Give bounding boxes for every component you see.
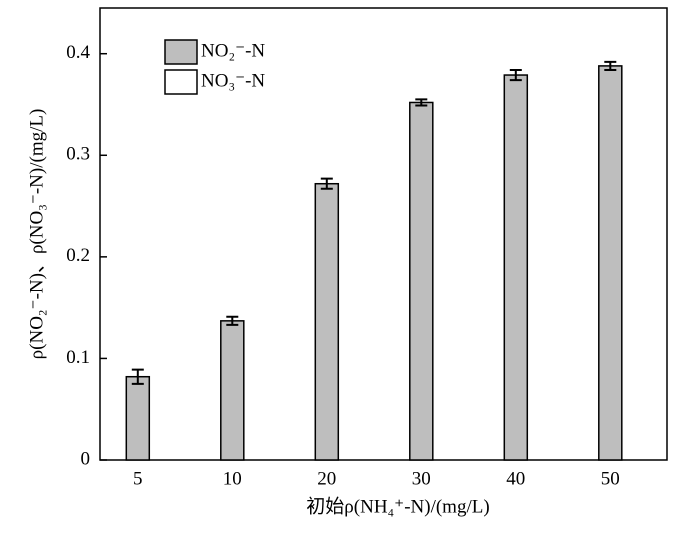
error-bar xyxy=(226,315,239,326)
x-tick-label: 30 xyxy=(412,468,431,489)
x-tick-label: 50 xyxy=(601,468,620,489)
x-tick-label: 40 xyxy=(506,468,525,489)
y-tick-label: 0.3 xyxy=(66,144,90,165)
y-axis-label: ρ(NO₂⁻-N)、ρ(NO₃⁻-N)/(mg/L) xyxy=(26,109,47,360)
legend-label: NO₂⁻-N xyxy=(201,40,265,61)
bar xyxy=(220,320,245,461)
plot-frame xyxy=(99,7,668,461)
legend-label: NO₃⁻-N xyxy=(201,70,265,91)
bar xyxy=(125,375,151,461)
legend-swatch xyxy=(164,69,198,95)
error-bar xyxy=(604,60,617,71)
bar xyxy=(314,182,340,461)
error-bar xyxy=(415,98,428,107)
bar xyxy=(409,101,434,461)
x-tick-label: 20 xyxy=(317,468,336,489)
x-axis-label: 初始ρ(NH₄⁺-N)/(mg/L) xyxy=(306,495,489,517)
error-bar xyxy=(320,177,333,190)
bar xyxy=(503,74,529,461)
x-tick-label: 5 xyxy=(133,468,143,489)
y-tick-label: 0 xyxy=(81,448,91,469)
x-tick-label: 10 xyxy=(223,468,242,489)
y-tick-label: 0.4 xyxy=(66,42,90,63)
error-bar xyxy=(131,368,144,385)
y-tick-label: 0.1 xyxy=(66,347,90,368)
error-bar xyxy=(509,68,522,82)
y-tick-label: 0.2 xyxy=(66,245,90,266)
legend-swatch xyxy=(164,39,198,65)
bar xyxy=(598,65,623,461)
